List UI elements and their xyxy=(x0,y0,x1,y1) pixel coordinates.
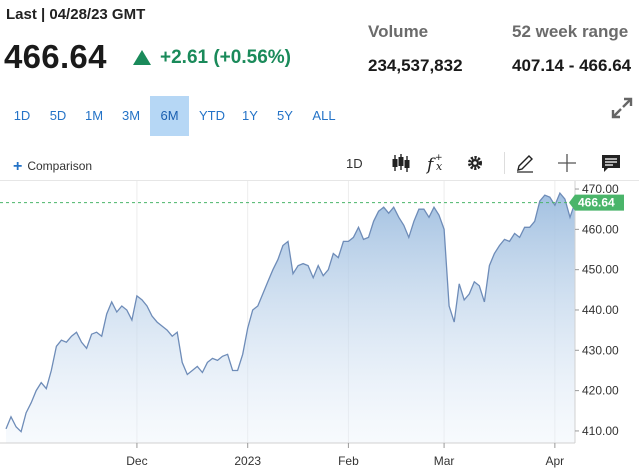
week-range-label: 52 week range xyxy=(512,22,629,41)
last-price: 466.64 xyxy=(4,38,107,75)
x-tick-label: Dec xyxy=(126,454,147,468)
y-tick-label: 450.00 xyxy=(582,263,619,277)
gear-icon[interactable] xyxy=(464,152,486,174)
last-price-badge: 466.64 xyxy=(569,194,624,211)
x-tick-label: Apr xyxy=(546,454,565,468)
y-tick-label: 440.00 xyxy=(582,303,619,317)
pencil-icon[interactable] xyxy=(514,152,536,174)
interval-selector[interactable]: 1D xyxy=(346,156,363,171)
y-tick-label: 420.00 xyxy=(582,384,619,398)
crosshair-icon[interactable] xyxy=(556,152,578,174)
y-axis: 470.00 460.00 450.00 440.00 430.00 420.00 410.… xyxy=(575,182,619,438)
range-button-3m[interactable]: 3M xyxy=(121,108,141,123)
price-area xyxy=(6,193,575,443)
range-button-5d[interactable]: 5D xyxy=(49,108,67,123)
candlestick-icon[interactable] xyxy=(390,152,412,174)
range-button-1m[interactable]: 1M xyxy=(84,108,104,123)
news-icon[interactable] xyxy=(600,152,622,174)
week-range-value: 407.14 - 466.64 xyxy=(512,56,632,75)
plus-icon: + xyxy=(13,158,23,175)
range-button-6m[interactable]: 6M xyxy=(150,96,189,136)
up-arrow-icon xyxy=(133,50,151,65)
function-icon[interactable]: f x + xyxy=(426,152,448,174)
y-tick-label: 470.00 xyxy=(582,182,619,196)
toolbar-divider xyxy=(504,152,505,174)
price-chart[interactable]: 470.00 460.00 450.00 440.00 430.00 420.00 410.… xyxy=(0,181,639,475)
expand-icon[interactable] xyxy=(610,96,634,120)
svg-text:+: + xyxy=(435,153,443,163)
range-button-ytd[interactable]: YTD xyxy=(199,108,225,123)
volume-value: 234,537,832 xyxy=(368,56,463,75)
range-button-1y[interactable]: 1Y xyxy=(242,108,258,123)
add-comparison-button[interactable]: + Comparison xyxy=(13,158,92,176)
toolbar-separator xyxy=(0,180,639,181)
range-button-5y[interactable]: 5Y xyxy=(277,108,293,123)
price-change: +2.61 (+0.56%) xyxy=(160,47,291,68)
x-tick-label: 2023 xyxy=(234,454,261,468)
svg-text:x: x xyxy=(436,160,443,173)
svg-text:f: f xyxy=(426,155,436,174)
range-button-all[interactable]: ALL xyxy=(312,108,336,123)
y-tick-label: 430.00 xyxy=(582,343,619,357)
last-price-badge-text: 466.64 xyxy=(578,196,615,210)
price-line xyxy=(5,191,576,433)
comparison-label: Comparison xyxy=(27,159,93,173)
y-tick-label: 460.00 xyxy=(582,222,619,236)
x-axis: Dec 2023 Feb Mar Apr xyxy=(126,443,564,468)
x-tick-label: Feb xyxy=(338,454,359,468)
last-updated-label: Last | 04/28/23 GMT xyxy=(6,6,146,23)
x-tick-label: Mar xyxy=(434,454,455,468)
range-button-1d[interactable]: 1D xyxy=(13,108,31,123)
y-tick-label: 410.00 xyxy=(582,424,619,438)
volume-label: Volume xyxy=(368,22,429,41)
